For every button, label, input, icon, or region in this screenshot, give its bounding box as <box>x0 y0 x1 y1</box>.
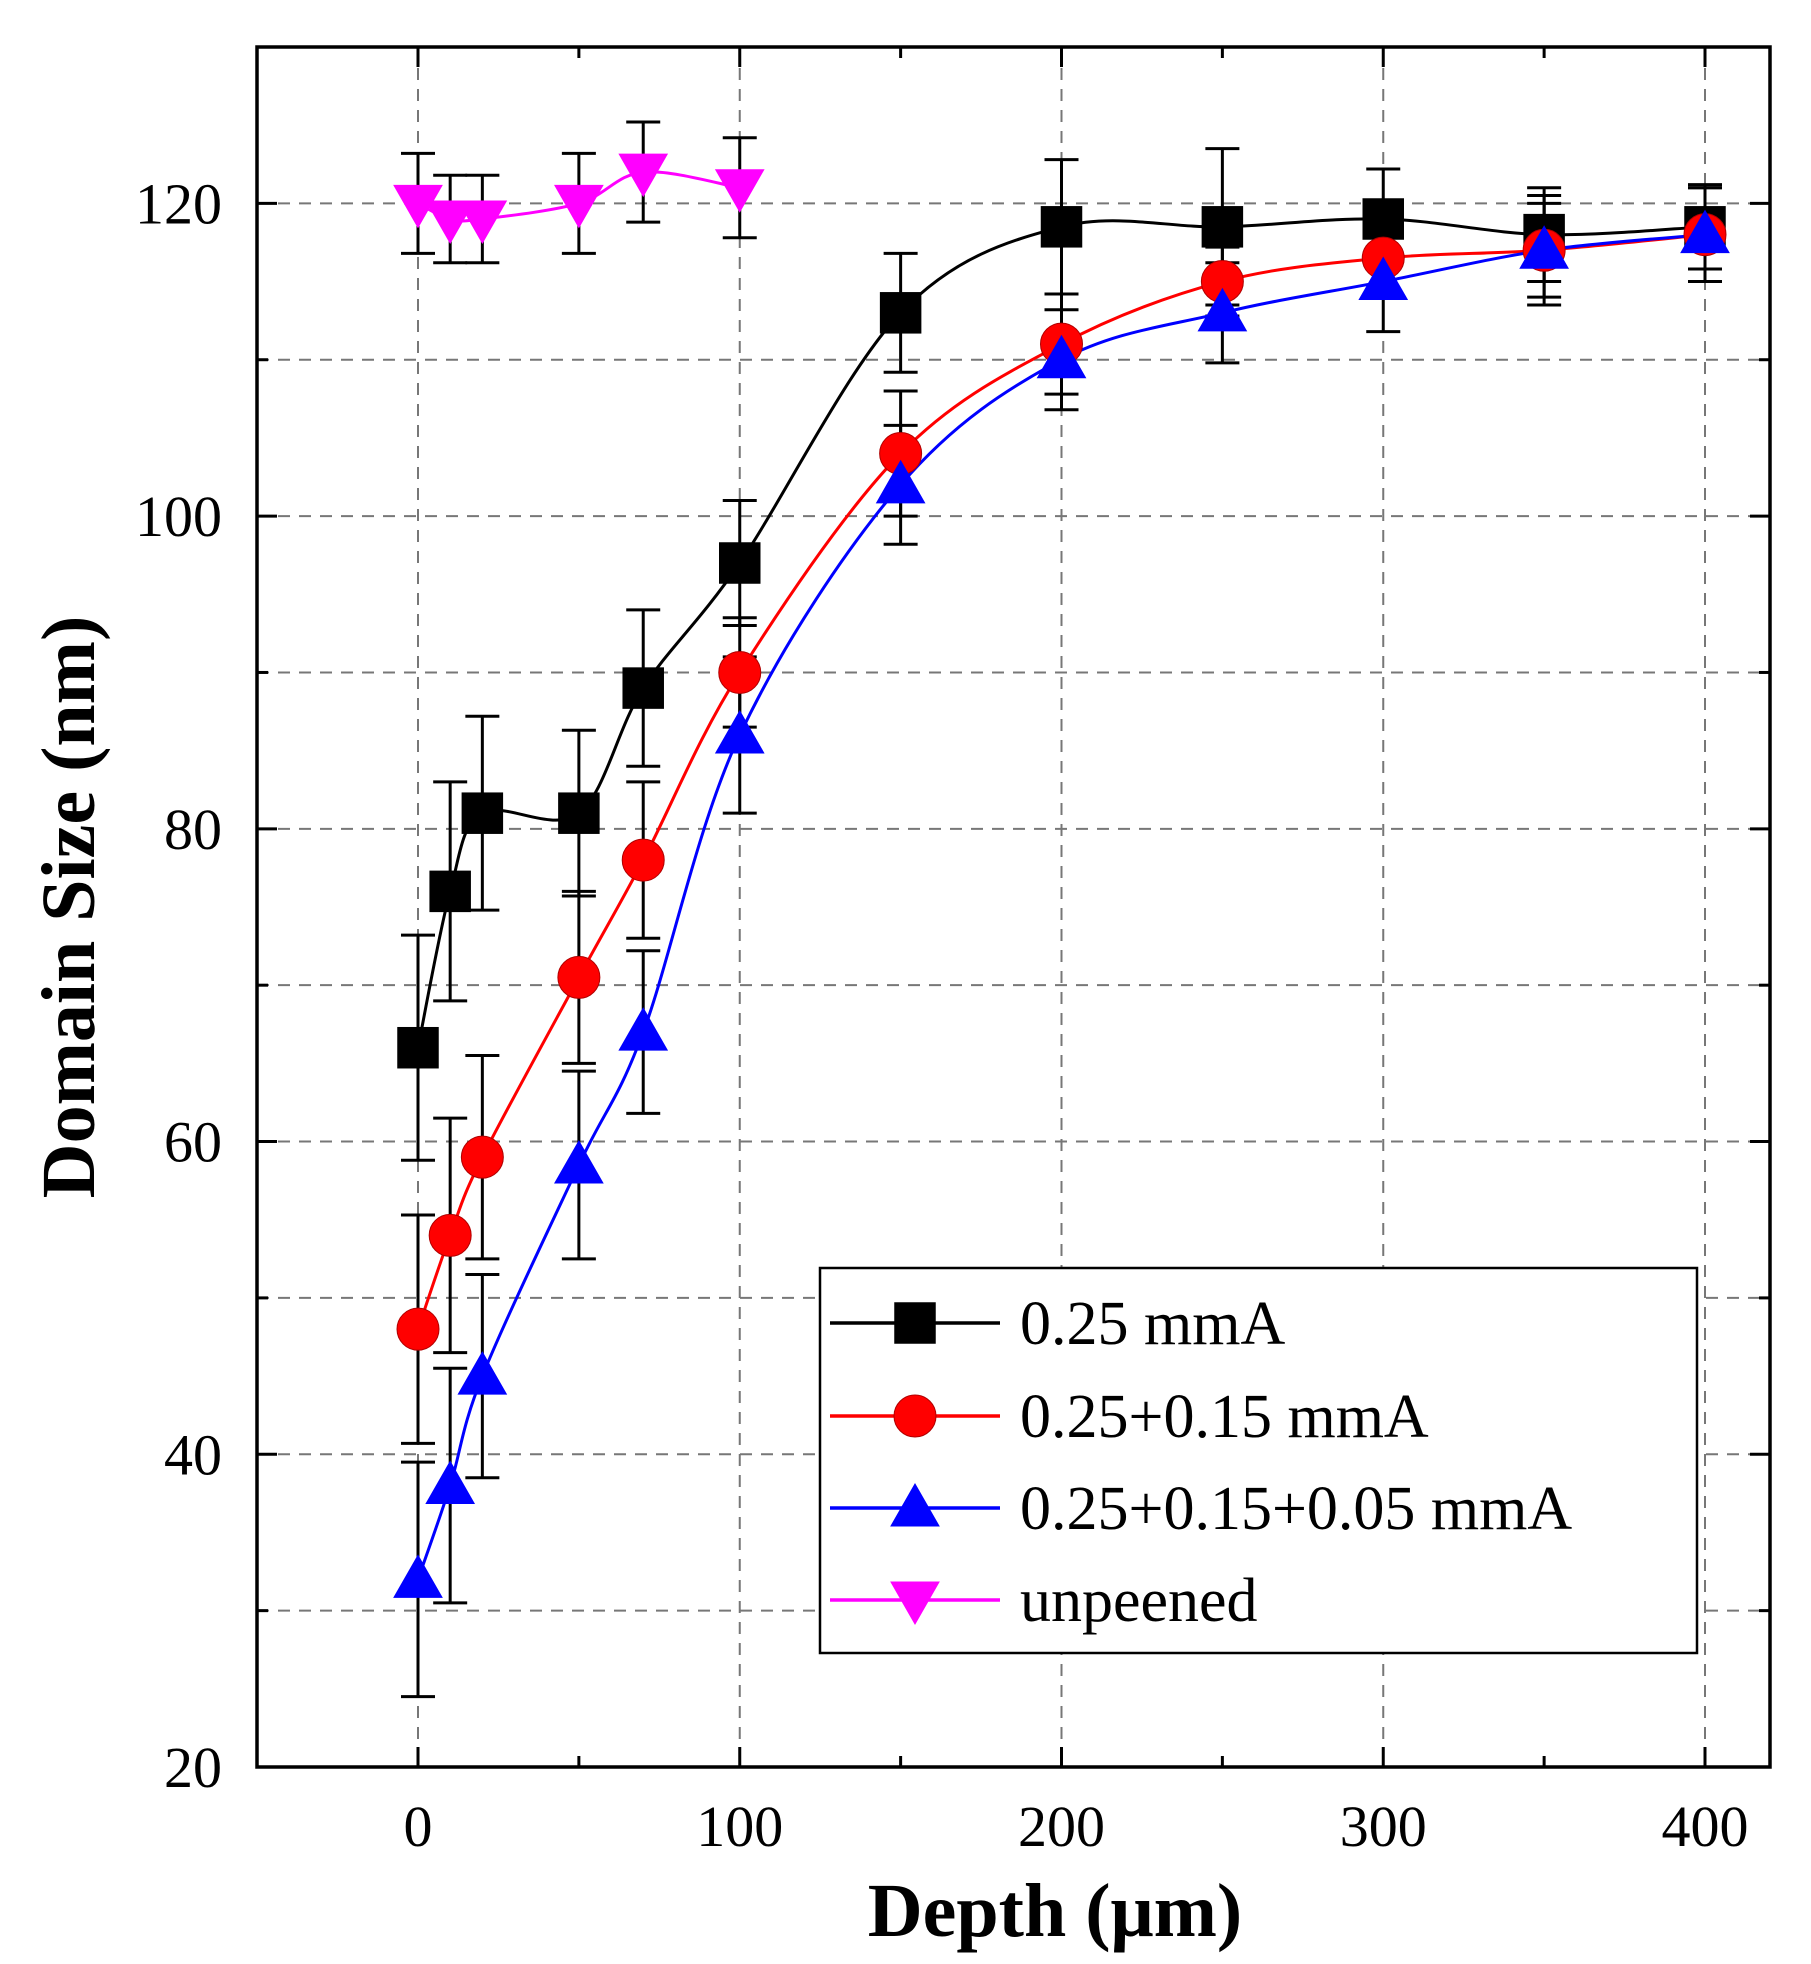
legend-marker <box>890 1482 940 1527</box>
y-tick-label: 80 <box>164 797 222 862</box>
legend-marker <box>890 1581 940 1626</box>
data-point <box>879 292 922 334</box>
axis-ticks <box>257 47 1770 1767</box>
x-tick-label: 0 <box>404 1794 433 1859</box>
x-tick-label: 300 <box>1340 1794 1427 1859</box>
data-point <box>875 459 926 504</box>
data-point <box>393 1554 443 1598</box>
data-point <box>460 1135 504 1179</box>
data-point <box>1197 287 1248 332</box>
data-point <box>1201 206 1244 248</box>
y-axis-title: Domain Size (nm) <box>27 616 111 1199</box>
legend-marker <box>894 1302 936 1344</box>
y-tick-label: 120 <box>135 171 222 236</box>
y-tick-label: 100 <box>135 484 222 549</box>
data-point <box>1519 225 1569 269</box>
data-point <box>461 792 504 834</box>
data-point <box>714 709 765 754</box>
legend-entries: 0.25 mmA 0.25+0.15 mmA 0.25+0.15+0.05 mmA u… <box>830 1290 1572 1635</box>
data-point <box>396 1307 440 1351</box>
data-point <box>428 1213 472 1257</box>
x-tick-label: 200 <box>1018 1794 1105 1859</box>
legend-marker <box>893 1394 937 1438</box>
legend-label: 0.25 mmA <box>1020 1290 1285 1358</box>
data-point <box>618 1007 669 1051</box>
data-point <box>621 838 665 882</box>
data-point <box>1362 198 1404 240</box>
y-tick-label: 40 <box>164 1422 222 1487</box>
data-point <box>718 650 762 694</box>
x-tick-label: 400 <box>1662 1794 1749 1859</box>
x-tick-label: 100 <box>696 1794 783 1859</box>
data-point <box>719 542 761 584</box>
data-point <box>1036 334 1087 379</box>
legend: 0.25 mmA 0.25+0.15 mmA 0.25+0.15+0.05 mmA u… <box>818 1266 1699 1655</box>
data-point <box>714 169 765 213</box>
plot-frame <box>255 45 1772 1769</box>
data-point <box>618 153 669 198</box>
data-series <box>393 120 1730 1699</box>
tick-labels: 0 100 200 300 400 20 40 60 80 100 120 <box>135 171 1749 1859</box>
data-point <box>457 200 508 245</box>
data-point <box>425 1460 476 1505</box>
legend-label: 0.25+0.15+0.05 mmA <box>1020 1475 1572 1543</box>
y-tick-label: 60 <box>164 1110 222 1175</box>
legend-label: unpeened <box>1020 1567 1258 1635</box>
data-point <box>554 184 604 229</box>
legend-box <box>818 1266 1699 1655</box>
data-point <box>1040 206 1083 248</box>
x-axis-title: Depth (μm) <box>868 1869 1242 1953</box>
y-tick-label: 20 <box>164 1735 222 1800</box>
data-point <box>558 792 600 834</box>
legend-label: 0.25+0.15 mmA <box>1020 1383 1429 1451</box>
data-point <box>397 1026 439 1069</box>
data-point <box>457 1351 508 1395</box>
data-point <box>554 1139 604 1184</box>
data-point <box>425 200 476 245</box>
data-point <box>557 955 601 999</box>
data-point <box>1358 256 1409 301</box>
data-point <box>622 667 664 709</box>
data-point <box>1680 209 1730 254</box>
data-point <box>429 870 471 913</box>
